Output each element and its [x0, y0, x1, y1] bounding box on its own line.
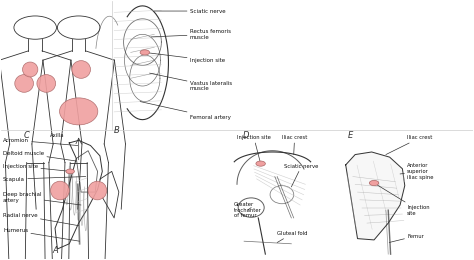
Text: Rectus femoris
muscle: Rectus femoris muscle [151, 29, 231, 40]
Text: Sciatic nerve: Sciatic nerve [155, 9, 225, 14]
Text: C: C [24, 131, 30, 140]
Text: Deltoid muscle: Deltoid muscle [3, 151, 76, 161]
Text: Humerus: Humerus [3, 228, 80, 241]
Circle shape [66, 169, 74, 174]
Text: Femoral artery: Femoral artery [140, 102, 231, 120]
Text: Gluteal fold: Gluteal fold [277, 231, 308, 243]
Text: Injection site: Injection site [3, 164, 70, 171]
Text: A: A [52, 246, 58, 255]
Text: Injection site: Injection site [237, 135, 271, 164]
Ellipse shape [60, 98, 98, 125]
Ellipse shape [88, 181, 107, 200]
Ellipse shape [37, 75, 55, 92]
Text: Sciatic nerve: Sciatic nerve [284, 164, 319, 187]
Circle shape [256, 161, 265, 166]
Text: D: D [243, 131, 250, 140]
Text: Femur: Femur [389, 233, 424, 243]
Ellipse shape [72, 61, 91, 78]
Polygon shape [346, 152, 405, 240]
Text: Injection site: Injection site [145, 53, 225, 63]
Text: Anterior
superior
iliac spine: Anterior superior iliac spine [400, 163, 434, 180]
Text: Iliac crest: Iliac crest [386, 135, 432, 154]
Text: Injection
site: Injection site [374, 183, 430, 216]
Text: Iliac crest: Iliac crest [282, 135, 307, 154]
Ellipse shape [51, 181, 69, 200]
Text: Scapula: Scapula [3, 177, 86, 182]
Circle shape [369, 180, 379, 186]
Text: Axilla: Axilla [50, 133, 65, 138]
Text: B: B [114, 126, 119, 135]
Text: Radial nerve: Radial nerve [3, 213, 79, 226]
Circle shape [140, 50, 150, 55]
Text: Acromion: Acromion [3, 138, 78, 146]
Text: Deep brachial
artery: Deep brachial artery [3, 192, 81, 205]
Text: Greater
trochanter
of femur: Greater trochanter of femur [234, 202, 262, 218]
Ellipse shape [15, 75, 34, 92]
Text: E: E [348, 131, 353, 140]
Ellipse shape [23, 62, 38, 77]
Text: Vastus lateralis
muscle: Vastus lateralis muscle [150, 73, 232, 92]
